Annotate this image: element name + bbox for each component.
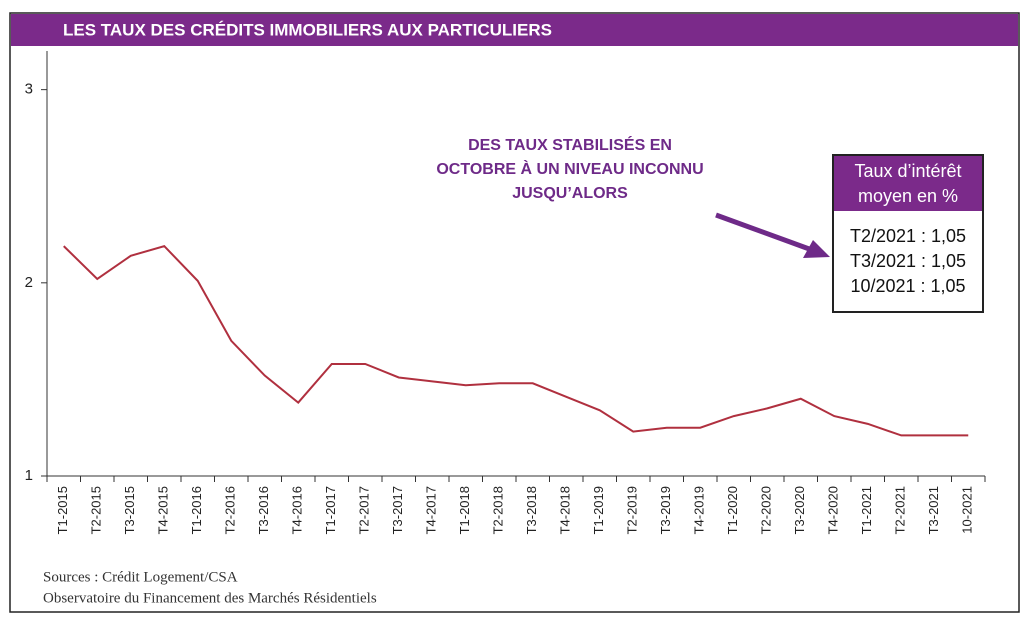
x-tick-label: T3-2017 <box>390 486 405 534</box>
x-tick-label: T3-2015 <box>122 486 137 534</box>
x-tick-label: T4-2019 <box>692 486 707 534</box>
info-box-header <box>834 156 982 211</box>
x-tick-label: T3-2016 <box>256 486 271 534</box>
x-tick-label: T1-2017 <box>323 486 338 534</box>
y-tick-label: 1 <box>25 467 33 484</box>
x-tick-label: T4-2015 <box>156 486 171 534</box>
x-tick-label: T2-2018 <box>491 486 506 534</box>
x-tick-label: T1-2018 <box>457 486 472 534</box>
x-tick-label: T4-2018 <box>558 486 573 534</box>
line-series <box>63 244 969 437</box>
source: Sources : Crédit Logement/CSA <box>43 569 238 585</box>
x-tick-label: T2-2017 <box>357 486 372 534</box>
y-tick-label: 2 <box>25 274 33 291</box>
x-tick-label: T1-2015 <box>55 486 70 534</box>
info-box-title: Taux d’intérêt <box>854 161 961 181</box>
x-tick-label: 10-2021 <box>960 486 975 534</box>
info-box-row: T3/2021 : 1,05 <box>850 251 966 271</box>
x-tick-label: T3-2021 <box>926 486 941 534</box>
info-box-title: moyen en % <box>858 186 958 206</box>
x-tick-label: T2-2015 <box>89 486 104 534</box>
annotation: JUSQU’ALORS <box>512 185 628 202</box>
x-tick-label: T3-2020 <box>792 486 807 534</box>
x-tick-label: T1-2020 <box>725 486 740 534</box>
source: Observatoire du Financement des Marchés … <box>43 590 377 606</box>
x-tick-label: T2-2021 <box>893 486 908 534</box>
annotation: OCTOBRE À UN NIVEAU INCONNU <box>436 159 703 178</box>
x-tick-label: T2-2020 <box>759 486 774 534</box>
info-box-row: 10/2021 : 1,05 <box>850 276 965 296</box>
chart-title: LES TAUX DES CRÉDITS IMMOBILIERS AUX PAR… <box>63 20 552 39</box>
arrow <box>715 212 813 253</box>
title-bar <box>11 14 1018 46</box>
x-tick-label: T1-2016 <box>189 486 204 534</box>
arrow-head <box>803 240 830 258</box>
y-tick-label: 3 <box>25 81 33 98</box>
annotation: DES TAUX STABILISÉS EN <box>468 135 672 154</box>
x-tick-label: T4-2020 <box>826 486 841 534</box>
x-tick-label: T1-2021 <box>859 486 874 534</box>
x-tick-label: T2-2019 <box>625 486 640 534</box>
x-tick-label: T1-2019 <box>591 486 606 534</box>
x-tick-label: T4-2016 <box>290 486 305 534</box>
info-box-row: T2/2021 : 1,05 <box>850 226 966 246</box>
x-tick-label: T3-2019 <box>658 486 673 534</box>
x-tick-label: T3-2018 <box>524 486 539 534</box>
x-tick-label: T2-2016 <box>223 486 238 534</box>
x-tick-label: T4-2017 <box>424 486 439 534</box>
